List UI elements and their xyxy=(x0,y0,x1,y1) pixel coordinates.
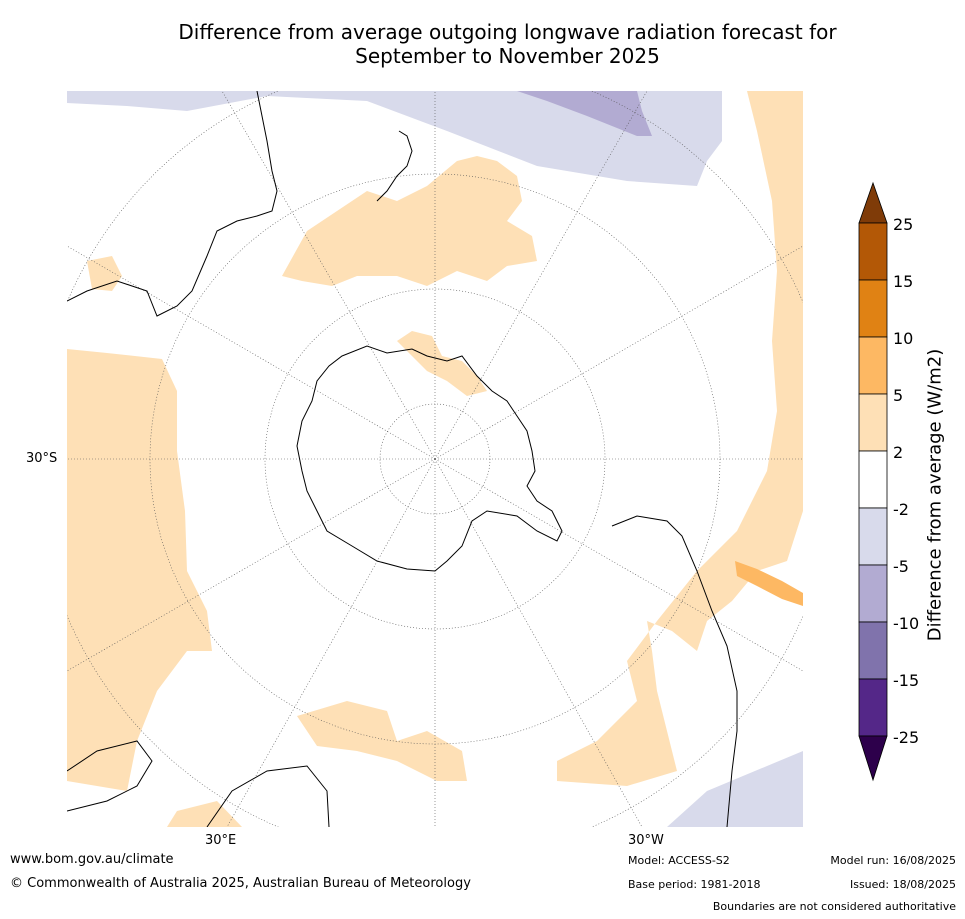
region-negative-southeast xyxy=(667,751,803,827)
footer-model: Model: ACCESS-S2 xyxy=(628,854,730,867)
coast-antarctica xyxy=(296,345,563,572)
region-positive-east xyxy=(557,91,803,786)
coast-australia xyxy=(67,91,278,317)
region-positive-southwest-patch xyxy=(167,801,242,827)
colorbar-extend-bottom xyxy=(858,735,888,782)
colorbar-label-m10: -10 xyxy=(893,614,920,633)
colorbar-band-10-15 xyxy=(858,279,888,338)
colorbar xyxy=(858,181,888,782)
colorbar-band-5-10 xyxy=(858,336,888,395)
footer-base-period: Base period: 1981-2018 xyxy=(628,878,761,891)
coast-south-africa xyxy=(206,765,330,827)
region-positive-south xyxy=(297,701,467,781)
footer-issued: Issued: 18/08/2025 xyxy=(849,878,956,891)
colorbar-label-m15: -15 xyxy=(893,671,920,690)
lon-label-30e: 30°E xyxy=(205,833,237,848)
colorbar-label-25: 25 xyxy=(893,215,914,234)
colorbar-band-m2-m5 xyxy=(858,507,888,566)
footer-copyright: © Commonwealth of Australia 2025, Austra… xyxy=(10,876,471,891)
footer-url[interactable]: www.bom.gov.au/climate xyxy=(10,852,174,867)
colorbar-title: Difference from average (W/m2) xyxy=(924,348,946,642)
colorbar-band-m10-m15 xyxy=(858,621,888,680)
map-title: Difference from average outgoing longwav… xyxy=(0,20,965,68)
colorbar-label-15: 15 xyxy=(893,272,914,291)
colorbar-label-m5: -5 xyxy=(893,557,909,576)
coast-africa xyxy=(67,740,153,812)
region-negative-north xyxy=(67,91,722,186)
region-positive-moderate-east xyxy=(735,561,803,606)
lat-label-30s: 30°S xyxy=(26,451,58,466)
region-positive-antarctic-peninsula xyxy=(397,331,487,396)
colorbar-band-neutral xyxy=(858,450,888,509)
footer-model-run: Model run: 16/08/2025 xyxy=(830,854,956,867)
colorbar-band-m5-m10 xyxy=(858,564,888,623)
footer-disclaimer: Boundaries are not considered authoritat… xyxy=(712,900,956,913)
lon-label-30w: 30°W xyxy=(628,833,664,848)
colorbar-band-15-25 xyxy=(858,222,888,281)
colorbar-label-2: 2 xyxy=(893,443,904,462)
colorbar-band-m15-m25 xyxy=(858,678,888,737)
coast-new-zealand xyxy=(376,130,413,202)
colorbar-label-m25: -25 xyxy=(893,728,920,747)
colorbar-label-m2: -2 xyxy=(893,500,909,519)
coast-south-america xyxy=(611,515,738,827)
region-negative-strong-north xyxy=(517,91,652,136)
title-line-2: September to November 2025 xyxy=(355,44,660,68)
region-positive-west xyxy=(67,349,212,791)
colorbar-label-5: 5 xyxy=(893,386,904,405)
title-line-1: Difference from average outgoing longwav… xyxy=(178,20,837,44)
colorbar-label-10: 10 xyxy=(893,329,914,348)
colorbar-extend-top xyxy=(858,181,888,224)
polar-map xyxy=(67,91,803,827)
region-positive-north xyxy=(282,156,537,286)
colorbar-band-2-5 xyxy=(858,393,888,452)
